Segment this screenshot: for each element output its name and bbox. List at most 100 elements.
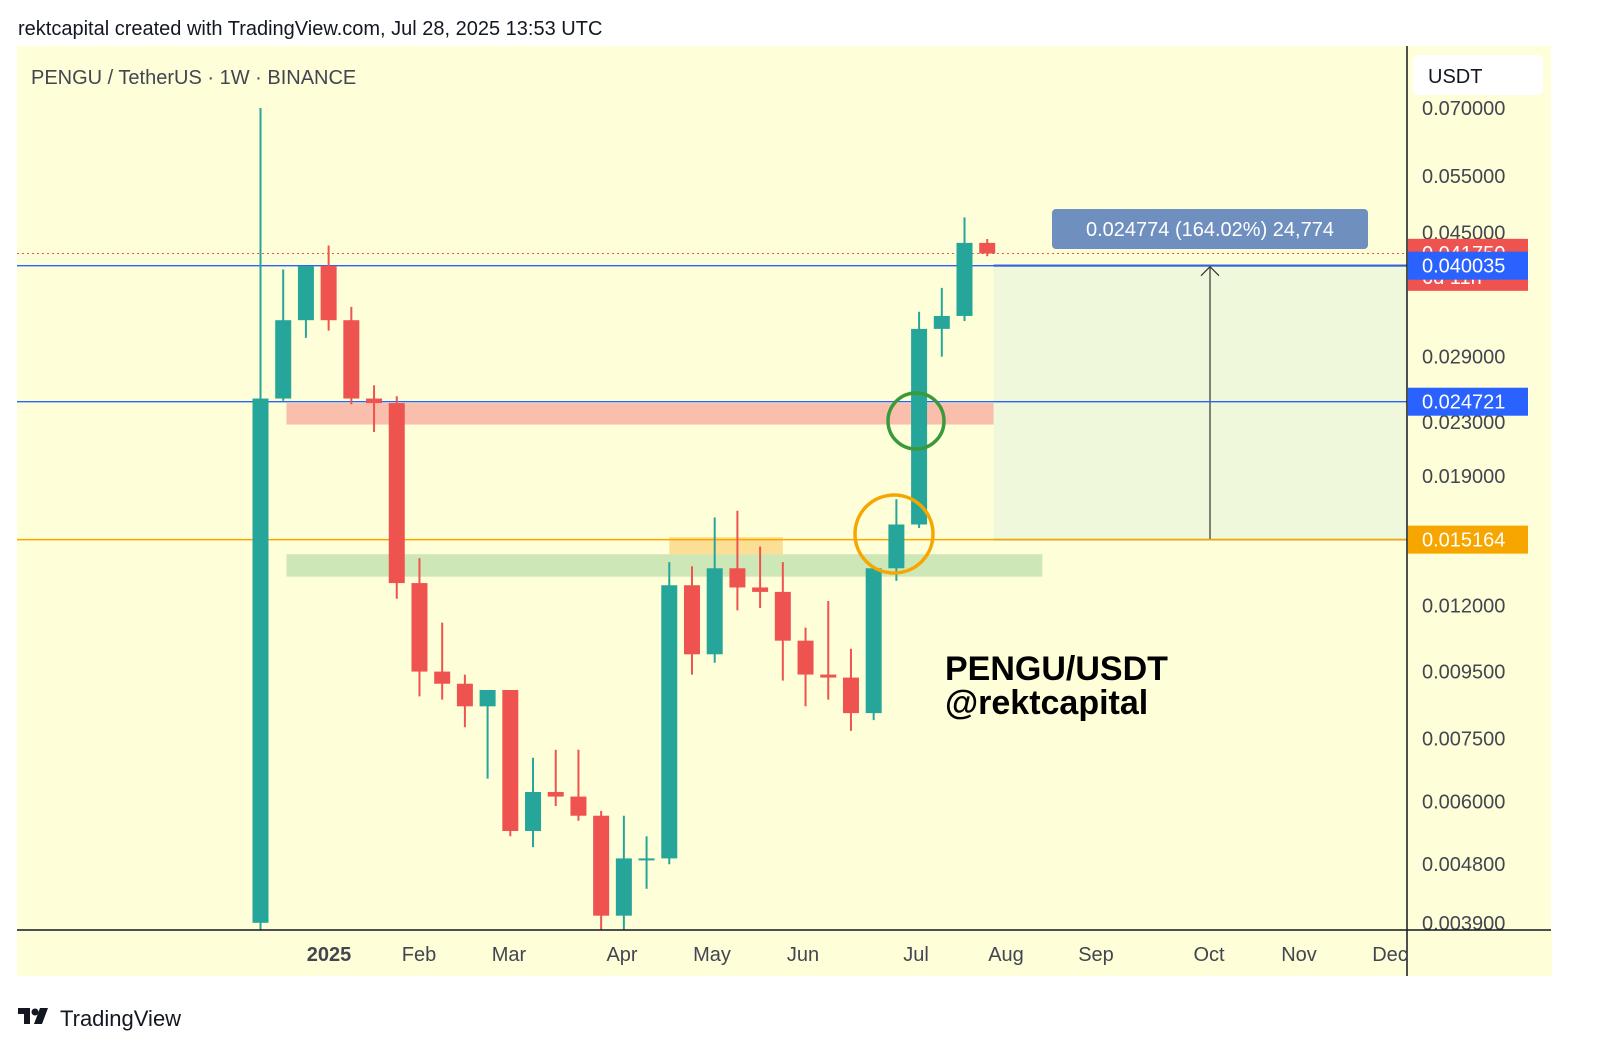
y-tick-label: 0.070000 bbox=[1422, 98, 1505, 120]
retest-circle-orange bbox=[853, 493, 935, 575]
candle-2025-03-24[interactable] bbox=[570, 749, 587, 821]
time-axis[interactable]: 2025 Feb Mar Apr May Jun Jul Aug Sep Oct Nov Dec bbox=[17, 929, 1552, 976]
measure-arrow-head bbox=[1200, 265, 1220, 277]
candle-body bbox=[706, 568, 723, 655]
candle-2025-07-07[interactable] bbox=[911, 311, 928, 529]
axis-corner bbox=[1408, 931, 1552, 976]
candle-body bbox=[388, 403, 405, 584]
candle-2025-04-28[interactable] bbox=[683, 566, 700, 675]
candle-2025-07-21[interactable] bbox=[956, 217, 973, 322]
candle-2025-05-19[interactable] bbox=[752, 546, 769, 609]
price-label-value-3: 0.015164 bbox=[1422, 530, 1505, 552]
candle-2024-12-16[interactable] bbox=[252, 108, 269, 930]
candle-body bbox=[593, 815, 610, 916]
price-axis[interactable]: 0.0700000.0550000.0450000.0290000.023000… bbox=[1406, 46, 1550, 976]
candle-2025-03-31[interactable] bbox=[593, 810, 610, 930]
candle-2025-07-28[interactable] bbox=[979, 239, 996, 257]
candle-body bbox=[525, 792, 542, 831]
candle-2025-01-20[interactable] bbox=[366, 385, 383, 433]
price-chart[interactable]: 0.0700000.0550000.0450000.0290000.023000… bbox=[0, 0, 1600, 1000]
candle-body bbox=[820, 674, 837, 678]
candle-body bbox=[547, 792, 564, 797]
candle-body bbox=[683, 585, 700, 655]
price-label-value-2: 0.024721 bbox=[1422, 392, 1505, 414]
watermark-pair: PENGU/USDT bbox=[945, 650, 1168, 688]
price-label-box-3 bbox=[1408, 525, 1528, 554]
tradingview-footer[interactable]: TradingView bbox=[18, 1006, 181, 1032]
candle-body bbox=[933, 315, 950, 329]
y-tick-label: 0.007500 bbox=[1422, 728, 1505, 750]
x-tick-label: Dec bbox=[1372, 944, 1408, 966]
x-tick-label: May bbox=[693, 944, 731, 966]
candle-body bbox=[570, 796, 587, 816]
y-tick-label: 0.004800 bbox=[1422, 854, 1505, 876]
candle-body bbox=[774, 591, 791, 641]
candle-body bbox=[842, 677, 859, 714]
candle-body bbox=[366, 398, 383, 404]
candle-body bbox=[434, 671, 451, 684]
x-tick-label: Apr bbox=[606, 944, 637, 966]
currency-box[interactable] bbox=[1413, 55, 1543, 95]
candle-2025-01-06[interactable] bbox=[320, 245, 337, 331]
candle-2025-06-23[interactable] bbox=[865, 568, 882, 721]
x-tick-label: Mar bbox=[492, 944, 527, 966]
zone-2 bbox=[669, 537, 783, 555]
target-area bbox=[993, 265, 1407, 540]
candle-body bbox=[320, 265, 337, 321]
x-tick-label: Jul bbox=[903, 944, 929, 966]
candle-body bbox=[661, 585, 678, 859]
candle-2024-12-23[interactable] bbox=[275, 269, 292, 401]
x-tick-label: Sep bbox=[1078, 944, 1114, 966]
annotations-layer bbox=[853, 391, 946, 575]
x-tick-label: Jun bbox=[787, 944, 819, 966]
currency-label[interactable]: USDT bbox=[1428, 66, 1482, 88]
candle-body bbox=[956, 242, 973, 316]
candle-2025-06-02[interactable] bbox=[797, 627, 814, 707]
zones-layer bbox=[286, 403, 1043, 577]
candle-body bbox=[275, 320, 292, 399]
candle-2025-04-14[interactable] bbox=[638, 836, 655, 889]
symbol-line[interactable]: PENGU / TetherUS · 1W · BINANCE bbox=[31, 67, 356, 89]
x-tick-label: Feb bbox=[402, 944, 436, 966]
candle-2025-03-17[interactable] bbox=[547, 749, 564, 807]
candle-body bbox=[638, 858, 655, 861]
candle-2025-03-10[interactable] bbox=[525, 757, 542, 848]
price-label-value-1: 0.040035 bbox=[1422, 256, 1505, 278]
candle-body bbox=[456, 683, 473, 707]
x-tick-label: Oct bbox=[1193, 944, 1225, 966]
candle-2025-02-03[interactable] bbox=[411, 558, 428, 697]
candle-2025-04-07[interactable] bbox=[615, 815, 632, 930]
price-label-box-2 bbox=[1408, 387, 1528, 416]
price-label-box-1 bbox=[1408, 251, 1528, 280]
candle-2025-02-10[interactable] bbox=[434, 622, 451, 700]
measure-label: 0.024774 (164.02%) 24,774 bbox=[1086, 219, 1334, 241]
candle-body bbox=[911, 328, 928, 525]
candle-2025-05-05[interactable] bbox=[706, 517, 723, 663]
candle-2025-06-16[interactable] bbox=[842, 648, 859, 731]
candle-2025-05-12[interactable] bbox=[729, 510, 746, 611]
y-tick-label: 0.006000 bbox=[1422, 791, 1505, 813]
candle-body bbox=[888, 524, 905, 569]
candle-2024-12-30[interactable] bbox=[297, 265, 314, 338]
y-tick-label: 0.012000 bbox=[1422, 596, 1505, 618]
candle-2025-02-24[interactable] bbox=[479, 689, 496, 779]
candle-body bbox=[979, 242, 996, 254]
candle-body bbox=[297, 265, 314, 321]
candle-2025-01-27[interactable] bbox=[388, 396, 405, 599]
candle-body bbox=[615, 858, 632, 916]
candles-layer bbox=[252, 108, 996, 930]
candle-body bbox=[479, 689, 496, 707]
x-tick-label: Nov bbox=[1281, 944, 1317, 966]
watermark-author: @rektcapital bbox=[945, 684, 1148, 722]
candle-2025-06-09[interactable] bbox=[820, 600, 837, 700]
y-tick-label: 0.029000 bbox=[1422, 347, 1505, 369]
candle-body bbox=[411, 583, 428, 672]
candle-2025-06-30[interactable] bbox=[888, 499, 905, 581]
candle-2025-05-26[interactable] bbox=[774, 562, 791, 681]
candle-2025-02-17[interactable] bbox=[456, 674, 473, 728]
candle-2025-04-21[interactable] bbox=[661, 562, 678, 865]
candle-2025-03-03[interactable] bbox=[502, 689, 519, 837]
candle-2025-07-14[interactable] bbox=[933, 287, 950, 357]
candle-2025-01-13[interactable] bbox=[343, 306, 360, 405]
breakout-circle-green bbox=[886, 391, 946, 451]
